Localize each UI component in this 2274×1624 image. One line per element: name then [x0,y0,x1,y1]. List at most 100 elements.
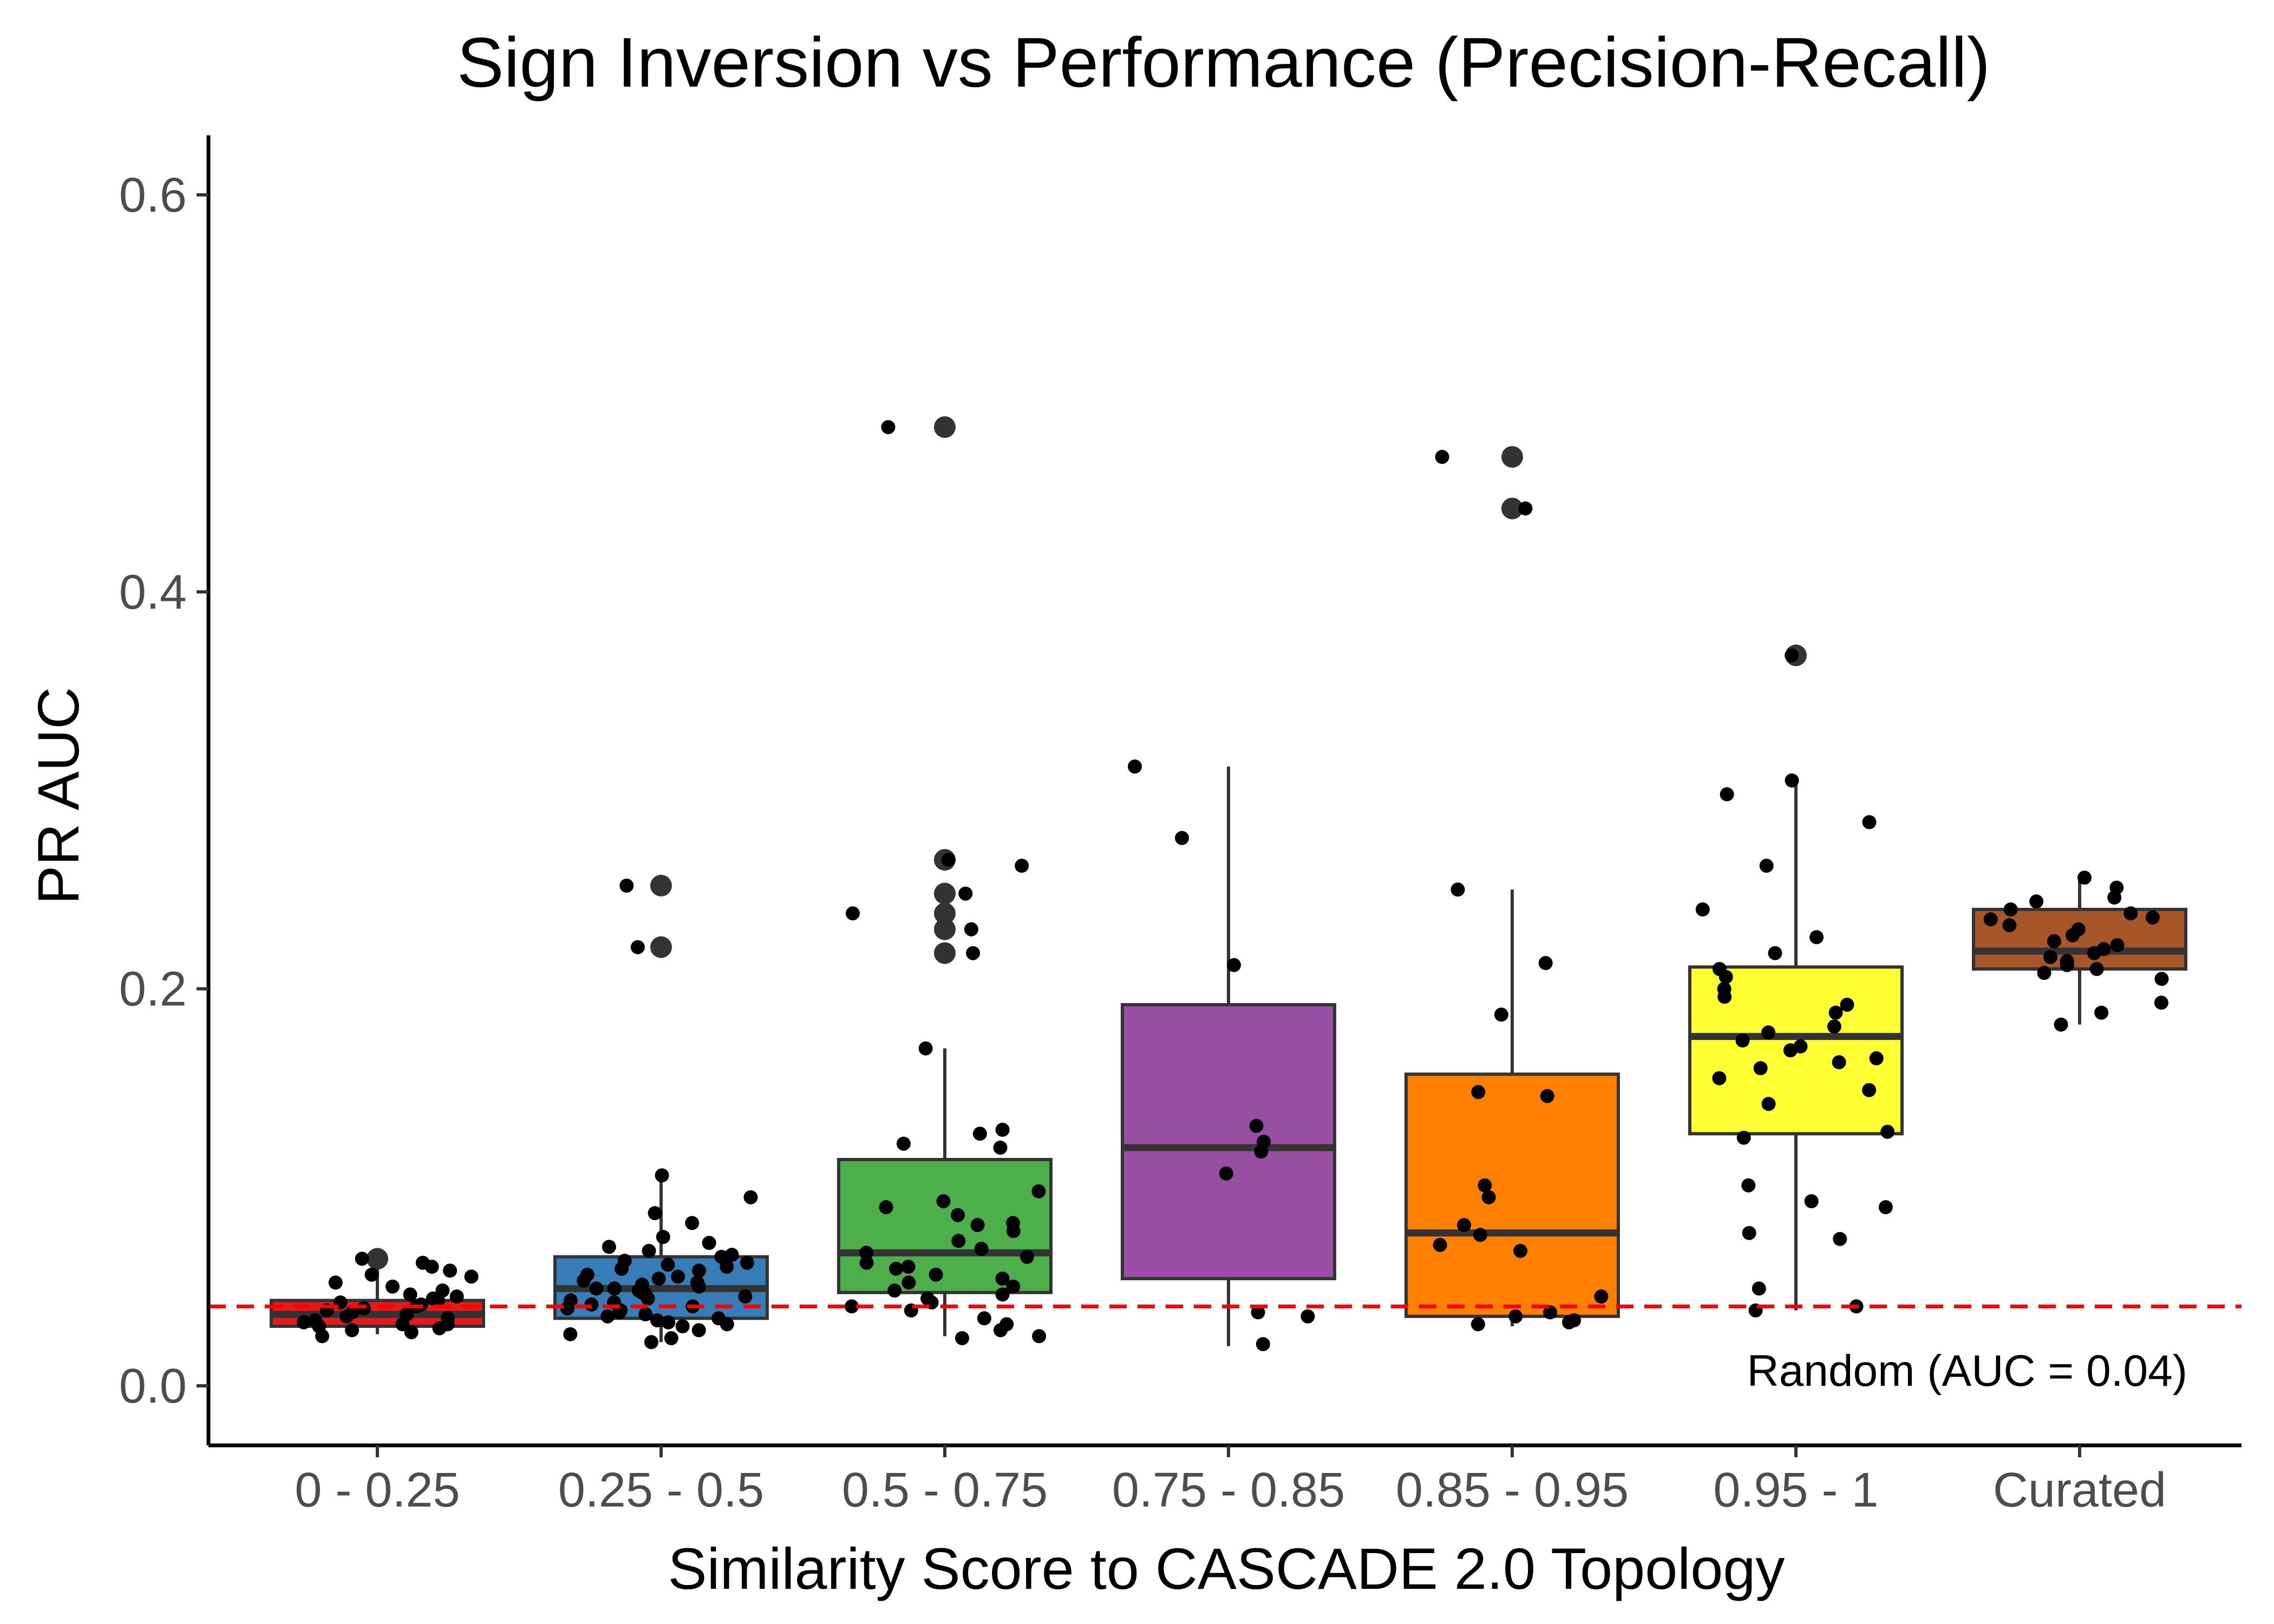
data-point [936,1194,951,1208]
data-point [1538,956,1553,970]
data-point [308,1313,323,1327]
data-point [424,1260,439,1274]
data-point [1508,1309,1523,1324]
data-point [941,853,956,867]
data-point [2002,918,2017,933]
data-point [2054,1017,2068,1032]
data-point [918,1041,933,1056]
data-point [1256,1337,1270,1351]
data-point [1759,859,1774,873]
data-point [1869,1051,1884,1065]
box-4 [1121,767,1336,1346]
x-axis-title: Similarity Score to CASCADE 2.0 Topology [668,1536,1785,1601]
data-point [929,1267,943,1282]
data-point [328,1275,343,1290]
data-point [1518,501,1533,516]
data-point [661,1258,675,1272]
data-point [630,940,645,954]
data-point [1562,1315,1576,1330]
data-point [1785,773,1799,788]
data-point [995,1287,1010,1302]
data-point [1735,1033,1750,1047]
data-point [1481,1190,1496,1204]
data-point [1473,1228,1487,1242]
data-point [1006,1279,1021,1294]
data-point [661,1315,676,1330]
x-tick-label: 0 - 0.25 [295,1463,460,1517]
data-point [607,1281,622,1296]
data-point [1828,1005,1843,1020]
data-point [1717,990,1732,1004]
data-point [414,1297,428,1312]
data-point [859,1246,874,1260]
data-point [974,1242,989,1256]
data-point [1840,998,1854,1012]
data-point [1494,1007,1508,1022]
data-point [355,1252,369,1266]
data-point [642,1243,656,1258]
data-point [691,1323,706,1338]
data-point [1862,815,1877,829]
data-point [464,1269,479,1284]
data-point [1457,1218,1471,1232]
data-point [1720,787,1734,802]
data-point [600,1309,615,1324]
data-point [2094,1005,2109,1020]
data-point [955,1331,969,1345]
data-point [1718,970,1733,984]
data-point [675,1319,690,1333]
x-tick-label: 0.25 - 0.5 [558,1463,764,1517]
data-point [1804,1194,1819,1208]
outlier-point [1501,446,1523,468]
data-point [1471,1085,1486,1099]
data-point [656,1230,670,1244]
data-point [2089,962,2104,976]
outlier-point [650,875,672,896]
data-point [440,1317,455,1332]
x-tick-label: 0.75 - 0.85 [1112,1463,1345,1517]
data-point [896,1136,911,1151]
outlier-point [367,1248,388,1270]
data-point [977,1311,991,1326]
data-point [846,906,860,921]
data-point [889,1261,904,1276]
data-point [1031,1184,1046,1199]
points-6 [1695,648,1895,1318]
data-point [1785,648,1799,663]
data-point [1594,1289,1609,1304]
data-point [1513,1243,1528,1258]
boxes-layer [270,416,2187,1346]
outlier-point [934,942,956,964]
data-point [845,1299,859,1314]
data-point [650,1313,664,1327]
data-point [1768,946,1782,960]
data-point [2123,906,2138,921]
data-point [641,1291,655,1306]
data-point [1540,1089,1554,1103]
outlier-point [934,918,956,940]
data-point [691,1279,706,1294]
data-point [1695,902,1710,916]
data-point [1878,1200,1893,1214]
data-point [743,1190,758,1204]
data-point [1712,1071,1727,1085]
data-point [1983,912,1998,927]
data-point [1435,450,1449,464]
data-point [685,1216,700,1230]
data-point [859,1255,874,1270]
data-point [403,1287,417,1302]
data-point [970,1218,985,1232]
data-point [1006,1216,1020,1230]
data-point [345,1323,360,1338]
data-point [901,1260,916,1274]
data-point [887,1284,902,1298]
data-point [994,1323,1008,1338]
data-point [2110,938,2125,952]
points-5 [1433,450,1609,1332]
data-point [1301,1309,1315,1324]
data-point [648,1206,662,1220]
data-point [577,1273,591,1288]
data-point [385,1279,400,1294]
x-tick-label: 0.95 - 1 [1713,1463,1878,1517]
